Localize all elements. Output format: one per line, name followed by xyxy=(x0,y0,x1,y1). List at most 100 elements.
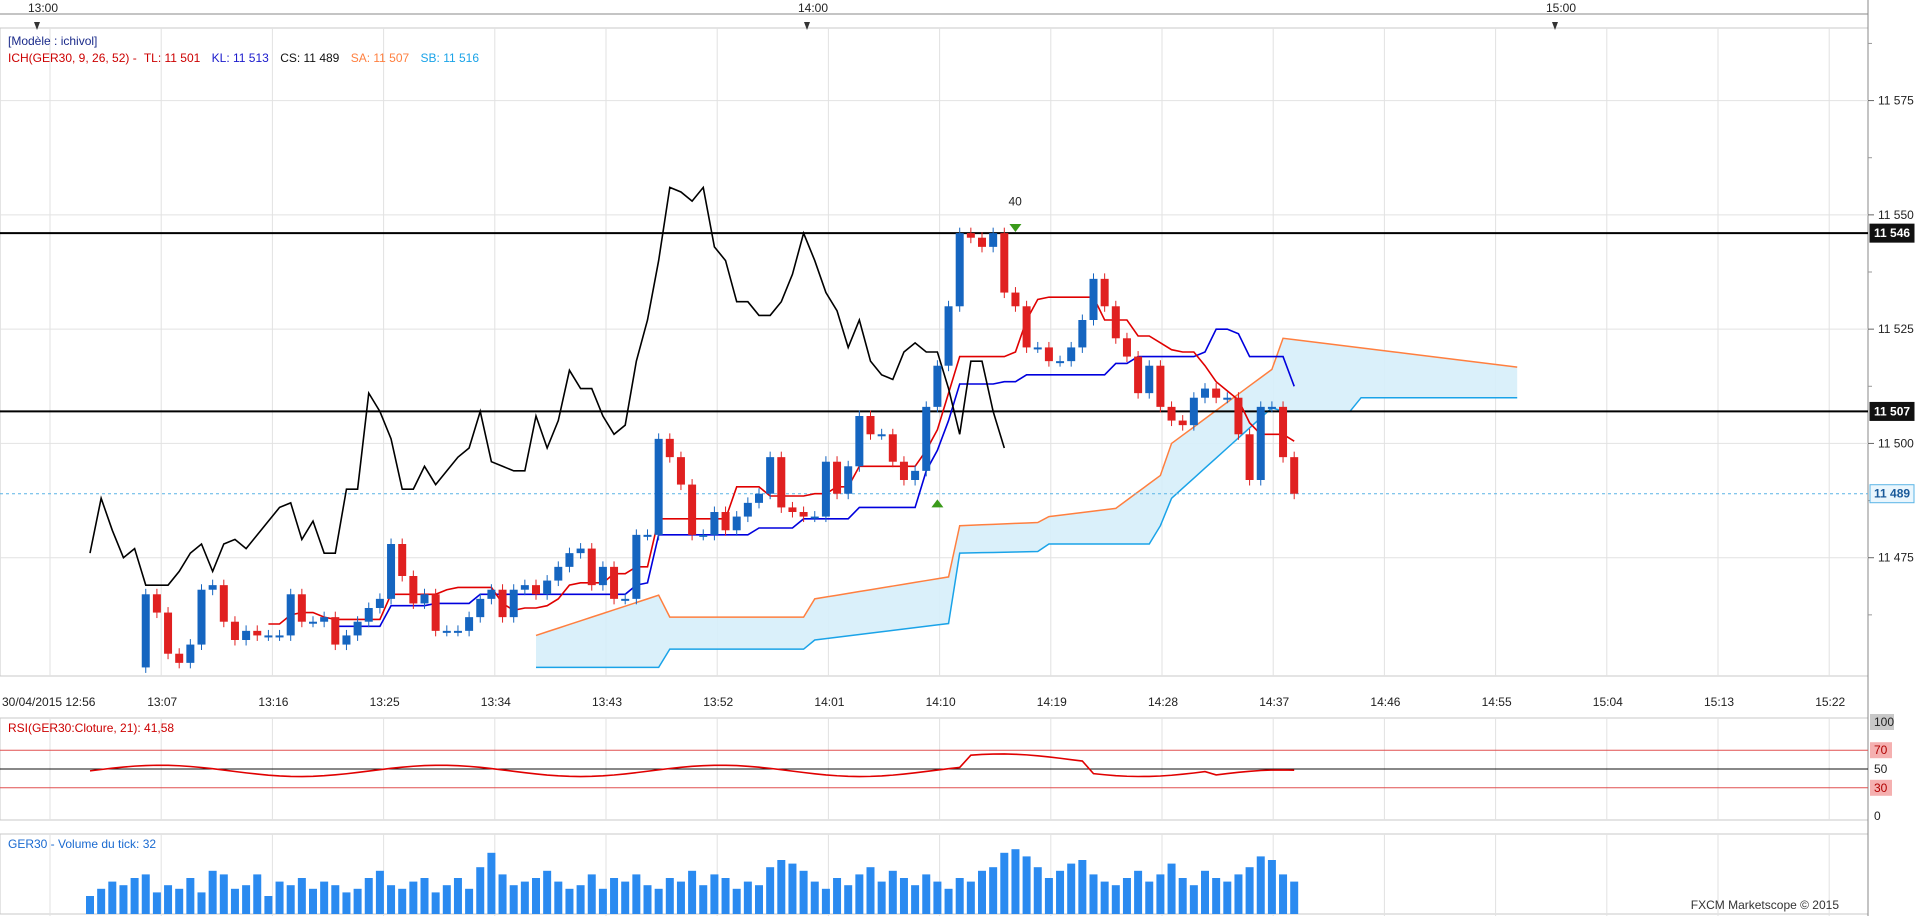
volume-bar xyxy=(688,870,697,914)
x-tick-label: 13:16 xyxy=(258,695,288,709)
volume-bar xyxy=(1078,860,1087,914)
volume-bar xyxy=(1134,870,1143,914)
volume-bar xyxy=(643,885,652,914)
volume-bar xyxy=(152,892,161,914)
volume-bar xyxy=(509,885,518,914)
volume-bar xyxy=(197,892,206,914)
x-tick-label: 14:55 xyxy=(1482,695,1512,709)
copyright-footer: FXCM Marketscope © 2015 xyxy=(1690,898,1839,912)
candle-body xyxy=(498,589,507,618)
candle-body xyxy=(911,470,920,480)
volume-bar xyxy=(1033,867,1042,914)
rsi-level-badge xyxy=(1870,779,1892,796)
top-time-label: 13:00 xyxy=(28,1,58,15)
candle-body xyxy=(364,608,373,622)
x-tick-label: 15:04 xyxy=(1593,695,1623,709)
candle-body xyxy=(1234,397,1243,435)
candle-body xyxy=(175,653,184,663)
level-price-badge xyxy=(1869,223,1915,243)
volume-bar xyxy=(866,867,875,914)
volume-bar xyxy=(364,878,373,914)
candle-body xyxy=(1100,278,1109,307)
candle-body xyxy=(877,434,886,437)
candle-body xyxy=(197,589,206,645)
volume-bar xyxy=(587,874,596,914)
price-tick-label: 11 525 xyxy=(1878,322,1914,336)
volume-bar xyxy=(264,896,273,914)
candle-body xyxy=(565,553,574,567)
volume-bar xyxy=(710,874,719,914)
candle-body xyxy=(989,233,998,247)
volume-bar xyxy=(141,874,150,914)
volume-bar xyxy=(342,892,351,914)
volume-bar xyxy=(186,878,195,914)
volume-bar xyxy=(253,874,262,914)
level-price-badge xyxy=(1869,484,1915,504)
volume-bar xyxy=(442,885,451,914)
price-tick-label: 11 575 xyxy=(1878,94,1914,108)
candle-body xyxy=(833,461,842,494)
volume-bar xyxy=(1067,863,1076,914)
volume-bar xyxy=(520,881,529,914)
volume-bar xyxy=(453,878,462,914)
candle-body xyxy=(141,594,150,668)
candle-body xyxy=(1078,320,1087,348)
candle-body xyxy=(353,621,362,636)
chikou-line xyxy=(89,185,1006,586)
candle-body xyxy=(598,566,607,586)
volume-bar xyxy=(743,881,752,914)
volume-bar xyxy=(1223,881,1232,914)
volume-bar xyxy=(275,881,284,914)
model-label: [Modèle : ichivol] xyxy=(8,34,98,48)
volume-bar xyxy=(219,874,228,914)
price-tick-label: 11 475 xyxy=(1878,551,1914,565)
sa-label: SA: 11 507 xyxy=(350,51,410,65)
volume-bar xyxy=(487,852,496,914)
x-tick-label: 14:46 xyxy=(1370,695,1400,709)
volume-bar xyxy=(732,888,741,914)
candle-body xyxy=(643,534,652,537)
volume-bar xyxy=(576,885,585,914)
candle-body xyxy=(788,507,797,512)
volume-bar xyxy=(1156,874,1165,914)
candle-body xyxy=(253,630,262,636)
volume-bar xyxy=(955,878,964,914)
volume-bar xyxy=(911,885,920,914)
volume-bar xyxy=(699,885,708,914)
candle-body xyxy=(587,548,596,586)
x-tick-label: 14:10 xyxy=(926,695,956,709)
candle-body xyxy=(732,516,741,531)
volume-bar xyxy=(978,870,986,914)
volume-bar xyxy=(1279,874,1288,914)
volume-bar xyxy=(1189,885,1198,914)
volume-bar xyxy=(164,885,173,914)
volume-bar xyxy=(420,878,429,914)
candle-body xyxy=(1267,406,1276,409)
volume-bar xyxy=(543,870,552,914)
x-tick-label: 13:07 xyxy=(147,695,177,709)
candle-body xyxy=(654,438,663,535)
level-price-label: 11 489 xyxy=(1874,487,1910,501)
candle-body xyxy=(688,484,697,535)
candle-body xyxy=(1067,347,1076,362)
candle-body xyxy=(420,594,429,604)
candle-body xyxy=(1122,338,1131,357)
candle-body xyxy=(1167,406,1176,421)
candle-body xyxy=(219,585,228,622)
volume-bar xyxy=(1022,856,1031,914)
candle-body xyxy=(230,621,239,640)
candle-body xyxy=(275,635,284,638)
volume-bar xyxy=(1100,881,1109,914)
volume-bar xyxy=(1245,867,1254,914)
x-tick-label: 14:28 xyxy=(1148,695,1178,709)
volume-bar xyxy=(877,881,886,914)
candle-body xyxy=(208,585,217,590)
candle-body xyxy=(844,466,853,494)
candle-body xyxy=(743,502,752,517)
level-price-label: 11 507 xyxy=(1874,404,1910,418)
x-tick-label: 13:52 xyxy=(703,695,733,709)
volume-bar xyxy=(498,874,507,914)
volume-bar xyxy=(632,874,641,914)
